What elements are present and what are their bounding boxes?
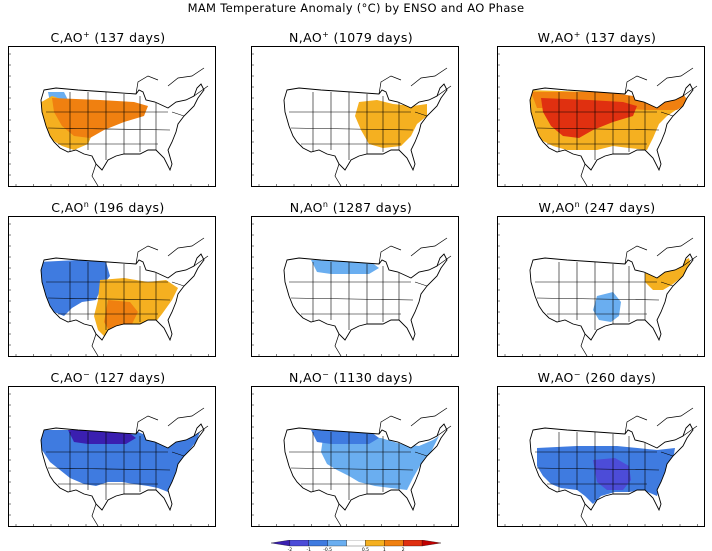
anomaly-region: [593, 458, 631, 490]
colorbar-swatch: [403, 540, 423, 547]
neighbor-coastline: [334, 237, 452, 357]
anomaly-region: [311, 260, 379, 274]
neighbor-coastline: [91, 67, 209, 187]
anomaly-region: [311, 430, 379, 444]
colorbar-swatch: [421, 540, 441, 547]
anomaly-shading: [41, 260, 185, 338]
state-boundaries: [46, 432, 185, 500]
panel-title: W,AO− (260 days): [537, 370, 657, 386]
neighbor-coastline: [334, 407, 452, 527]
country-outline: [40, 83, 205, 172]
state-boundaries: [289, 262, 428, 330]
neighbor-coastline: [91, 237, 209, 357]
figure-title: MAM Temperature Anomaly (°C) by ENSO and…: [187, 1, 525, 15]
state-boundaries: [535, 262, 674, 330]
anomaly-region: [41, 260, 110, 316]
country-outline: [529, 83, 694, 172]
map-plot: [8, 216, 216, 357]
colorbar-swatch: [271, 540, 291, 547]
country-outline: [529, 423, 694, 512]
colorbar-label: -1: [307, 547, 312, 551]
map-frame: [497, 216, 705, 357]
neighbor-coastline: [580, 237, 698, 357]
colorbar-swatch: [308, 540, 328, 547]
map-panel: W,AO+ (137 days): [489, 30, 705, 196]
state-boundaries: [535, 92, 674, 160]
map-plot: [8, 386, 216, 527]
map-panel: W,AO− (260 days): [489, 370, 705, 536]
anomaly-shading: [535, 258, 691, 330]
panel-title: C,AOn (196 days): [51, 200, 165, 216]
map-plot: [251, 216, 459, 357]
anomaly-shading: [289, 430, 439, 500]
map-panel: N,AO− (1130 days): [243, 370, 459, 536]
panel-title: N,AOn (1287 days): [289, 200, 413, 216]
panel-title: W,AOn (247 days): [538, 200, 656, 216]
anomaly-shading: [41, 430, 200, 500]
map-frame: [8, 216, 216, 357]
map-frame: [8, 386, 216, 527]
state-boundaries: [535, 432, 674, 500]
map-border: [251, 216, 459, 357]
map-panel: N,AOn (1287 days): [243, 200, 459, 366]
panel-title: C,AO− (127 days): [50, 370, 166, 386]
country-outline: [283, 83, 448, 172]
anomaly-region: [68, 430, 136, 444]
map-panel: C,AO+ (137 days): [0, 30, 216, 196]
colorbar-swatch: [365, 540, 385, 547]
neighbor-coastline: [334, 67, 452, 187]
neighbor-coastline: [91, 407, 209, 527]
map-plot: [251, 46, 459, 187]
map-frame: [251, 386, 459, 527]
map-panel: C,AOn (196 days): [0, 200, 216, 366]
anomaly-shading: [41, 92, 185, 160]
map-frame: [497, 386, 705, 527]
panel-title: N,AO+ (1079 days): [288, 30, 414, 46]
map-plot: [8, 46, 216, 187]
map-panel: N,AO+ (1079 days): [243, 30, 459, 196]
country-outline: [283, 253, 448, 342]
neighbor-coastline: [580, 407, 698, 527]
map-plot: [497, 46, 705, 187]
colorbar-label: 2: [402, 547, 405, 551]
anomaly-region: [321, 436, 439, 490]
map-border: [251, 46, 459, 187]
neighbor-coastline: [580, 67, 698, 187]
map-plot: [497, 386, 705, 527]
colorbar-swatch: [384, 540, 404, 547]
colorbar-swatch: [346, 540, 366, 547]
state-boundaries: [46, 262, 185, 330]
colorbar-label: -0.5: [323, 547, 332, 551]
state-boundaries: [289, 432, 428, 500]
anomaly-shading: [535, 432, 675, 504]
state-boundaries: [289, 92, 428, 160]
anomaly-region: [41, 430, 200, 492]
country-outline: [529, 253, 694, 342]
map-plot: [251, 386, 459, 527]
map-frame: [497, 46, 705, 187]
anomaly-shading: [530, 90, 689, 160]
panel-title: W,AO+ (137 days): [537, 30, 657, 46]
panel-title: N,AO− (1130 days): [288, 370, 414, 386]
anomaly-shading: [289, 260, 428, 330]
country-outline: [283, 423, 448, 512]
colorbar-swatch: [289, 540, 309, 547]
map-frame: [8, 46, 216, 187]
colorbar-label: 1: [383, 547, 386, 551]
state-boundaries: [46, 92, 185, 160]
map-frame: [251, 216, 459, 357]
map-panel: C,AO− (127 days): [0, 370, 216, 536]
colorbar-label: 0.5: [362, 547, 369, 551]
colorbar: -2 -1 -0.5 0.5 1 2: [271, 540, 441, 551]
colorbar-swatch: [327, 540, 347, 547]
country-outline: [40, 423, 205, 512]
map-frame: [251, 46, 459, 187]
anomaly-shading: [289, 92, 428, 160]
colorbar-label: -2: [288, 547, 293, 551]
country-outline: [40, 253, 205, 342]
map-panel: W,AOn (247 days): [489, 200, 705, 366]
map-border: [497, 216, 705, 357]
panel-title: C,AO+ (137 days): [50, 30, 166, 46]
map-plot: [497, 216, 705, 357]
